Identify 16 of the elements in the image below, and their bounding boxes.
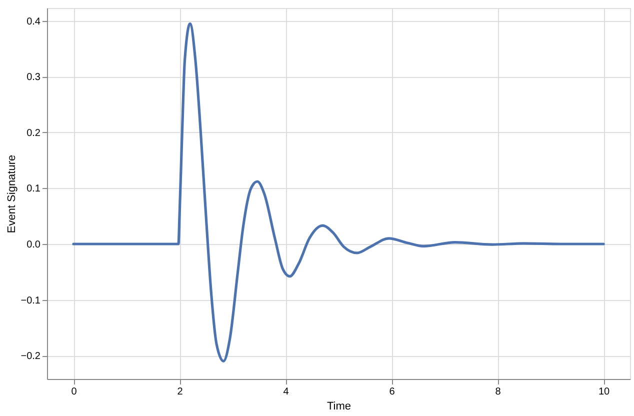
x-tick-label: 2 xyxy=(177,386,184,398)
x-tick-label: 10 xyxy=(598,386,610,398)
y-axis-title: Event Signature xyxy=(6,154,18,234)
y-tick-label: 0.4 xyxy=(26,16,41,28)
x-tick-label: 4 xyxy=(283,386,290,398)
y-tick-label: 0.0 xyxy=(26,239,41,250)
x-axis-title: Time xyxy=(326,400,352,412)
line-series xyxy=(72,22,605,362)
x-tick-label: 6 xyxy=(389,386,396,398)
y-tick-label: 0.3 xyxy=(26,72,41,84)
x-tick-label: 0 xyxy=(71,386,78,398)
y-tick-label: 0.1 xyxy=(26,184,41,195)
y-tick-label: −0.1 xyxy=(20,295,41,306)
x-tick-label: 8 xyxy=(495,386,502,398)
y-tick-label: 0.2 xyxy=(26,128,41,139)
y-tick-label: −0.2 xyxy=(20,351,41,362)
